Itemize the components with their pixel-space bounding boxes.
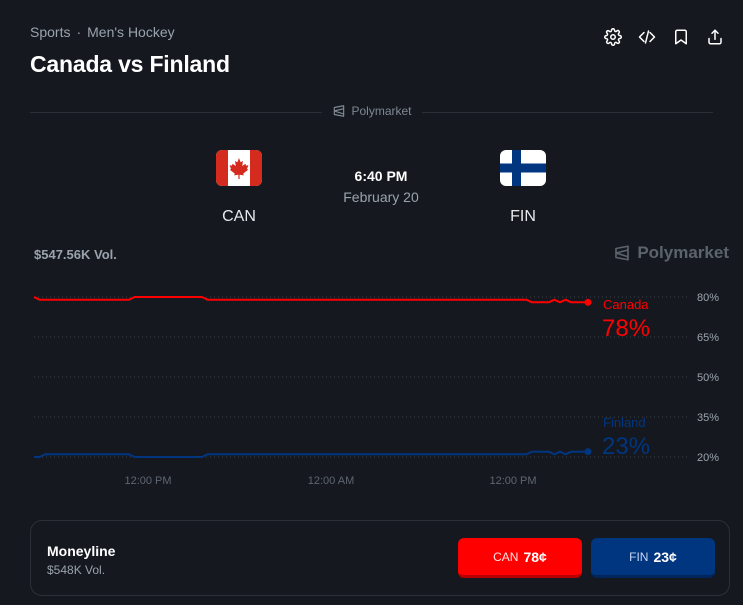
buy-fin-price: 23¢ <box>653 548 677 565</box>
canada-series-line <box>33 296 588 304</box>
y-tick-label: 50% <box>697 372 719 384</box>
game-date: February 20 <box>343 189 419 205</box>
team-code-can: CAN <box>222 208 256 225</box>
moneyline-title: Moneyline <box>47 543 116 559</box>
market-volume: $547.56K Vol. <box>34 247 117 262</box>
buy-fin-code: FIN <box>629 549 649 564</box>
toolbar <box>603 27 725 47</box>
game-time: 6:40 PM February 20 <box>331 168 431 205</box>
buy-fin-button[interactable]: FIN 23¢ <box>591 538 715 578</box>
y-tick-label: 65% <box>697 332 719 344</box>
x-tick-label: 12:00 AM <box>308 475 354 487</box>
canada-flag-icon <box>216 150 262 186</box>
team-finland[interactable]: FIN <box>483 150 563 226</box>
game-start-time: 6:40 PM <box>354 168 408 184</box>
breadcrumb-separator: · <box>76 24 82 40</box>
y-tick-label: 35% <box>697 412 719 424</box>
buy-can-price: 78¢ <box>523 548 547 565</box>
breadcrumb-sports[interactable]: Sports <box>30 24 71 40</box>
polymarket-logo-icon <box>615 245 630 261</box>
y-tick-label: 80% <box>697 292 719 304</box>
team-code-fin: FIN <box>510 208 536 225</box>
canada-series-value: 78% <box>602 315 650 342</box>
x-tick-label: 12:00 PM <box>489 475 536 487</box>
moneyline-card: Moneyline $548K Vol. CAN 78¢ FIN 23¢ <box>30 520 730 596</box>
breadcrumb: Sports · Men's Hockey <box>30 24 175 40</box>
team-canada[interactable]: CAN <box>199 150 279 226</box>
polymarket-source-label: Polymarket <box>351 104 412 118</box>
polymarket-source-badge[interactable]: Polymarket <box>321 104 422 118</box>
finland-series-line <box>34 450 588 458</box>
buy-can-code: CAN <box>493 549 519 564</box>
bookmark-button[interactable] <box>671 27 691 47</box>
price-history-chart[interactable]: 80% 65% 50% 35% 20% 12:00 PM 12:00 AM 12:00 PM C… <box>0 280 743 490</box>
share-button[interactable] <box>705 27 725 47</box>
breadcrumb-mens-hockey[interactable]: Men's Hockey <box>87 24 175 40</box>
canada-series-name: Canada <box>603 297 649 312</box>
embed-button[interactable] <box>637 27 657 47</box>
code-icon <box>638 30 656 44</box>
moneyline-volume: $548K Vol. <box>47 563 106 577</box>
bookmark-icon <box>675 29 687 45</box>
share-icon <box>708 29 722 45</box>
x-tick-label: 12:00 PM <box>124 475 171 487</box>
canada-series-end-dot <box>584 298 592 306</box>
finland-series-name: Finland <box>603 415 646 430</box>
y-tick-label: 20% <box>697 452 719 464</box>
finland-series-end-dot <box>584 448 592 456</box>
polymarket-logo-icon <box>333 105 344 117</box>
finland-flag-icon <box>500 150 546 186</box>
gear-icon <box>604 28 622 46</box>
polymarket-watermark: Polymarket <box>613 243 729 263</box>
polymarket-watermark-label: Polymarket <box>637 243 729 262</box>
settings-button[interactable] <box>603 27 623 47</box>
buy-can-button[interactable]: CAN 78¢ <box>458 538 582 578</box>
page-title: Canada vs Finland <box>30 51 230 77</box>
finland-series-value: 23% <box>602 433 650 460</box>
